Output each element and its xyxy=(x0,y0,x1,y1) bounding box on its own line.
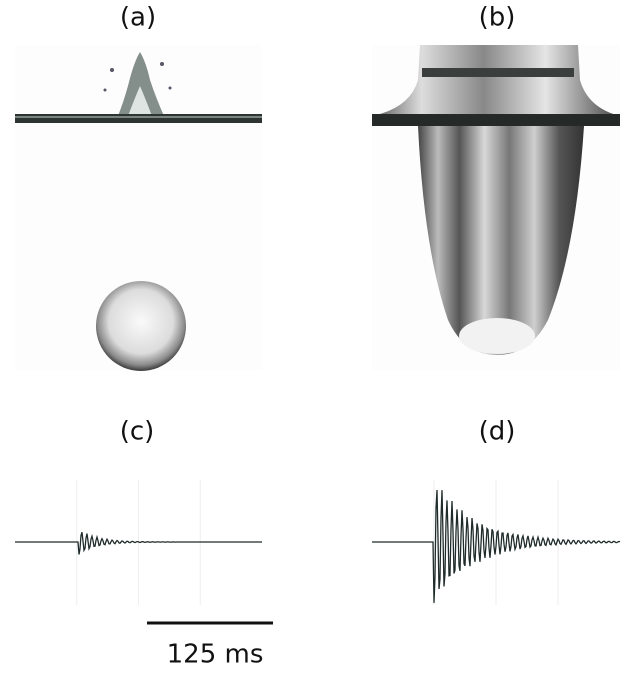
panel-label: (c) xyxy=(120,417,155,447)
trace xyxy=(372,489,621,603)
panel-label: (a) xyxy=(120,3,156,33)
traces xyxy=(15,480,621,605)
scale-bar-label: 125 ms xyxy=(167,640,264,670)
panel-label: (d) xyxy=(479,417,516,447)
photo-a xyxy=(15,45,262,371)
panel-label: (b) xyxy=(479,3,516,33)
photo-b xyxy=(372,45,620,370)
trace xyxy=(15,532,262,555)
